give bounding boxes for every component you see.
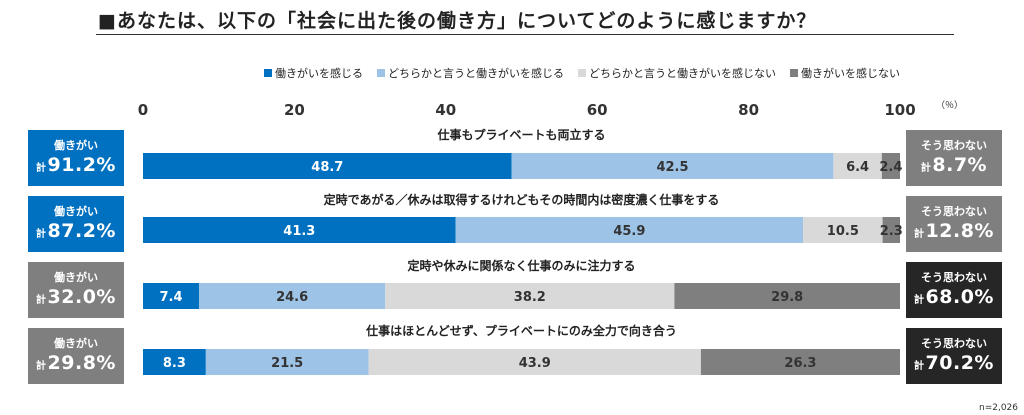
title-underline: [96, 34, 954, 35]
legend-label: どちらかと言うと働きがいを感じない: [589, 67, 776, 80]
legend-swatch: [377, 69, 385, 77]
bar-data-label: 38.2: [514, 290, 546, 305]
left-total-box-value: 計32.0%: [36, 286, 116, 308]
left-total-box: 働きがい計91.2%: [28, 130, 124, 186]
legend-swatch: [578, 69, 586, 77]
left-total-box-prefix: 計: [36, 361, 47, 372]
x-tick-label: 80: [738, 101, 759, 119]
legend-item: 働きがいを感じる: [264, 64, 363, 82]
bar-data-label: 24.6: [276, 290, 308, 305]
right-total-box-prefix: 計: [920, 163, 932, 174]
bar-segment: [205, 349, 369, 375]
bar-segment: [143, 153, 512, 179]
bar-data-label: 6.4: [846, 160, 869, 175]
legend-label: どちらかと言うと働きがいを感じる: [388, 67, 564, 80]
bar-segment: [143, 283, 200, 309]
legend: 働きがいを感じる どちらかと言うと働きがいを感じる どちらかと言うと働きがいを感じな…: [140, 64, 900, 82]
bar-data-label: 10.5: [827, 224, 859, 239]
bar-data-label: 8.3: [163, 356, 186, 371]
right-total-box: そう思わない計8.7%: [906, 130, 1002, 186]
legend-item: どちらかと言うと働きがいを感じない: [578, 64, 776, 82]
x-tick-label: 20: [284, 101, 305, 119]
bar-segment: [882, 217, 900, 243]
bar-segment: [143, 217, 456, 243]
chart-title: ■あなたは、以下の「社会に出た後の働き方」についてどのように感じますか？: [98, 10, 817, 32]
left-total-box-prefix: 計: [36, 229, 47, 240]
left-total-box-label: 働きがい: [54, 205, 98, 218]
right-total-box-label: そう思わない: [921, 205, 987, 218]
bar-segment: [143, 349, 206, 375]
bar-data-label: 29.8: [771, 290, 803, 305]
bar-segment: [368, 349, 701, 375]
legend-swatch: [790, 69, 798, 77]
bar-segment: [803, 217, 883, 243]
legend-item: 働きがいを感じない: [790, 64, 900, 82]
x-tick-label: 40: [435, 101, 456, 119]
bar-data-label: 43.9: [519, 356, 551, 371]
right-total-box-label: そう思わない: [921, 337, 987, 350]
bar-segment: [700, 349, 900, 375]
bar-segment: [674, 283, 900, 309]
bar-data-label: 41.3: [283, 224, 315, 239]
category-label: 定時や休みに関係なく仕事のみに注力する: [407, 258, 635, 273]
left-total-box-value: 計91.2%: [36, 154, 116, 176]
bar-segment: [511, 153, 834, 179]
bar-data-label: 2.3: [880, 224, 903, 239]
bar-segment: [833, 153, 882, 179]
left-total-box-label: 働きがい: [54, 139, 98, 152]
unit-label: （％）: [936, 101, 964, 111]
bar-segment: [881, 153, 900, 179]
bar-segment: [455, 217, 804, 243]
sample-size-note: n=2,026: [978, 403, 1018, 413]
bar-data-label: 45.9: [613, 224, 645, 239]
legend-swatch: [264, 69, 272, 77]
left-total-box-value: 計87.2%: [36, 220, 116, 242]
left-total-box-value: 計29.8%: [36, 352, 116, 374]
right-total-box-prefix: 計: [914, 295, 925, 306]
bar-segment: [199, 283, 386, 309]
right-total-box: そう思わない計12.8%: [906, 196, 1002, 252]
right-total-box-label: そう思わない: [921, 271, 987, 284]
x-tick-label: 60: [587, 101, 608, 119]
left-total-box-label: 働きがい: [54, 271, 98, 284]
left-total-box: 働きがい計87.2%: [28, 196, 124, 252]
legend-item: どちらかと言うと働きがいを感じる: [377, 64, 564, 82]
category-label: 定時であがる／休みは取得するけれどもその時間内は密度濃く仕事をする: [324, 192, 720, 207]
category-label: 仕事もプライベートも両立する: [436, 127, 605, 142]
left-total-box-prefix: 計: [36, 295, 47, 306]
bar-data-label: 26.3: [784, 356, 816, 371]
x-tick-label: 0: [138, 101, 148, 119]
right-total-box-value: 計70.2%: [914, 352, 994, 374]
legend-label: 働きがいを感じない: [801, 67, 900, 80]
right-total-box-label: そう思わない: [921, 139, 987, 152]
right-total-box-value: 計68.0%: [914, 286, 994, 308]
right-total-box-prefix: 計: [914, 229, 925, 240]
right-total-box-value: 計12.8%: [914, 220, 994, 242]
left-total-box-prefix: 計: [36, 163, 47, 174]
x-tick-label: 100: [884, 101, 915, 119]
bar-data-label: 48.7: [311, 160, 343, 175]
right-total-box-value: 計8.7%: [920, 154, 988, 176]
right-total-box-prefix: 計: [914, 361, 925, 372]
bar-segment: [385, 283, 675, 309]
left-total-box-label: 働きがい: [54, 337, 98, 350]
bar-data-label: 2.4: [879, 160, 902, 175]
bar-data-label: 7.4: [159, 290, 182, 305]
left-total-box: 働きがい計32.0%: [28, 262, 124, 318]
category-label: 仕事はほとんどせず、プライベートにのみ全力で向き合う: [365, 323, 677, 338]
right-total-box: そう思わない計70.2%: [906, 328, 1002, 384]
legend-label: 働きがいを感じる: [275, 67, 363, 80]
left-total-box: 働きがい計29.8%: [28, 328, 124, 384]
bar-data-label: 42.5: [656, 160, 688, 175]
right-total-box: そう思わない計68.0%: [906, 262, 1002, 318]
bar-data-label: 21.5: [271, 356, 303, 371]
